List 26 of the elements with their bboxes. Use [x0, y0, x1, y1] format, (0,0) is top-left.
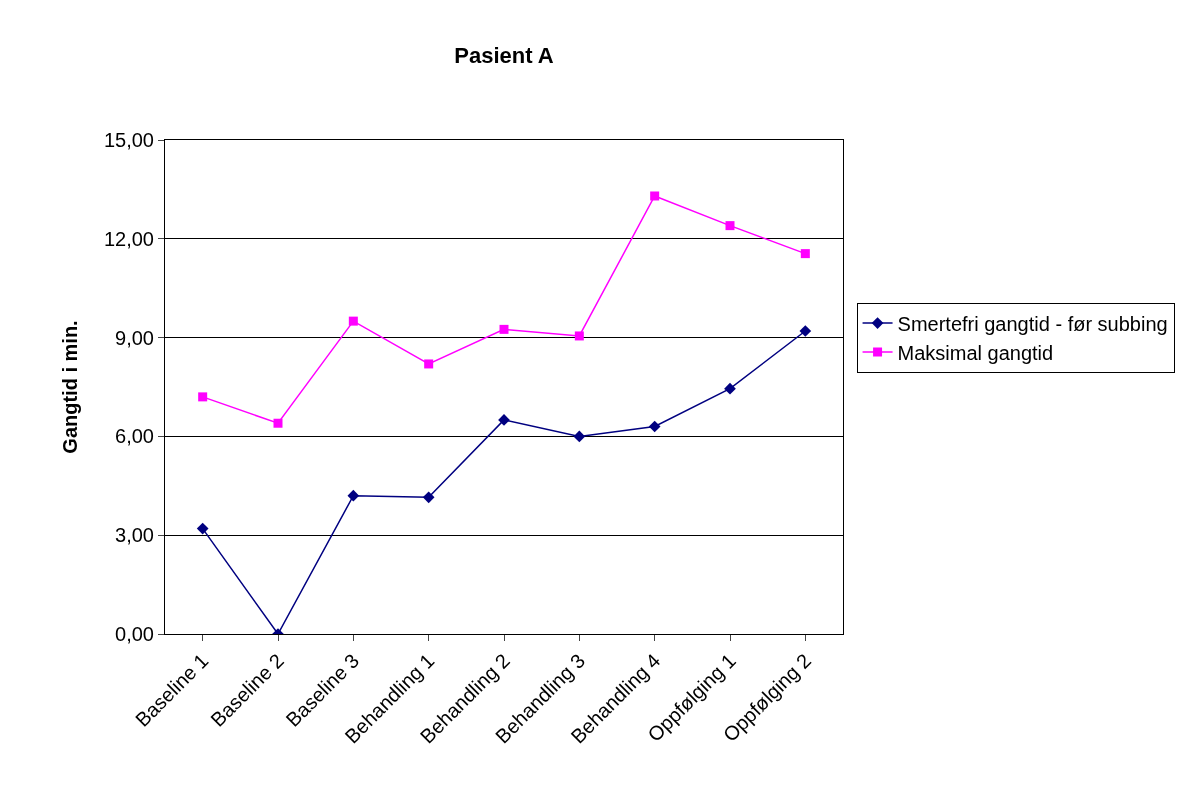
point	[650, 191, 660, 201]
legend-label: Smertefri gangtid - før subbing	[897, 312, 1168, 335]
point	[499, 324, 509, 334]
point	[424, 359, 434, 369]
point	[799, 325, 812, 337]
y-tick-label: 12,00	[103, 227, 154, 250]
y-tick-label: 6,00	[115, 425, 154, 448]
y-axis-title: Gangtid i min.	[59, 320, 82, 454]
point	[725, 221, 735, 231]
point	[348, 316, 358, 326]
point	[573, 430, 586, 443]
point	[422, 491, 435, 504]
point	[648, 420, 661, 433]
point	[574, 331, 584, 341]
y-tick-label: 3,00	[115, 524, 154, 547]
point	[273, 418, 283, 428]
point	[196, 522, 209, 535]
chart-title: Pasient A	[454, 43, 554, 69]
legend-label: Maksimal gangtid	[897, 341, 1054, 364]
point	[724, 382, 736, 395]
y-tick-label: 0,00	[115, 623, 154, 645]
point	[198, 392, 208, 402]
point	[800, 249, 810, 259]
y-tick-label: 9,00	[115, 326, 154, 349]
point	[347, 489, 360, 502]
y-tick-label: 15,00	[103, 129, 154, 151]
